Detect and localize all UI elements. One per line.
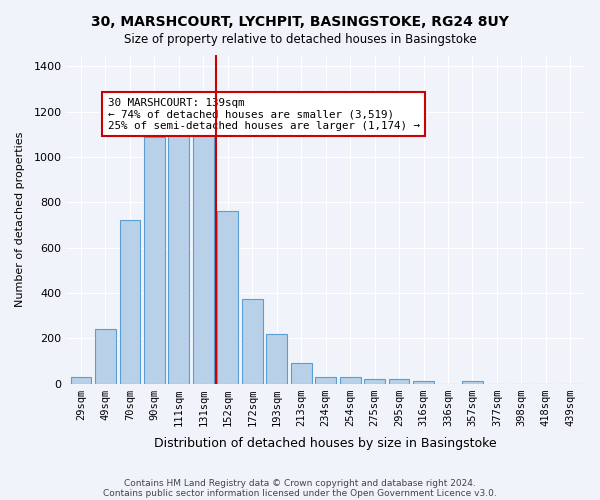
- Bar: [217, 212, 238, 384]
- Bar: [462, 382, 483, 384]
- Bar: [242, 298, 263, 384]
- Bar: [291, 363, 311, 384]
- Bar: [266, 334, 287, 384]
- Bar: [144, 136, 165, 384]
- Bar: [389, 380, 409, 384]
- Text: 30 MARSHCOURT: 139sqm
← 74% of detached houses are smaller (3,519)
25% of semi-d: 30 MARSHCOURT: 139sqm ← 74% of detached …: [108, 98, 420, 131]
- Text: Contains public sector information licensed under the Open Government Licence v3: Contains public sector information licen…: [103, 488, 497, 498]
- X-axis label: Distribution of detached houses by size in Basingstoke: Distribution of detached houses by size …: [154, 437, 497, 450]
- Y-axis label: Number of detached properties: Number of detached properties: [15, 132, 25, 307]
- Bar: [413, 382, 434, 384]
- Text: Contains HM Land Registry data © Crown copyright and database right 2024.: Contains HM Land Registry data © Crown c…: [124, 478, 476, 488]
- Bar: [169, 130, 189, 384]
- Bar: [364, 379, 385, 384]
- Bar: [340, 376, 361, 384]
- Bar: [71, 377, 91, 384]
- Bar: [315, 376, 336, 384]
- Bar: [119, 220, 140, 384]
- Text: Size of property relative to detached houses in Basingstoke: Size of property relative to detached ho…: [124, 32, 476, 46]
- Bar: [95, 329, 116, 384]
- Bar: [193, 130, 214, 384]
- Text: 30, MARSHCOURT, LYCHPIT, BASINGSTOKE, RG24 8UY: 30, MARSHCOURT, LYCHPIT, BASINGSTOKE, RG…: [91, 15, 509, 29]
